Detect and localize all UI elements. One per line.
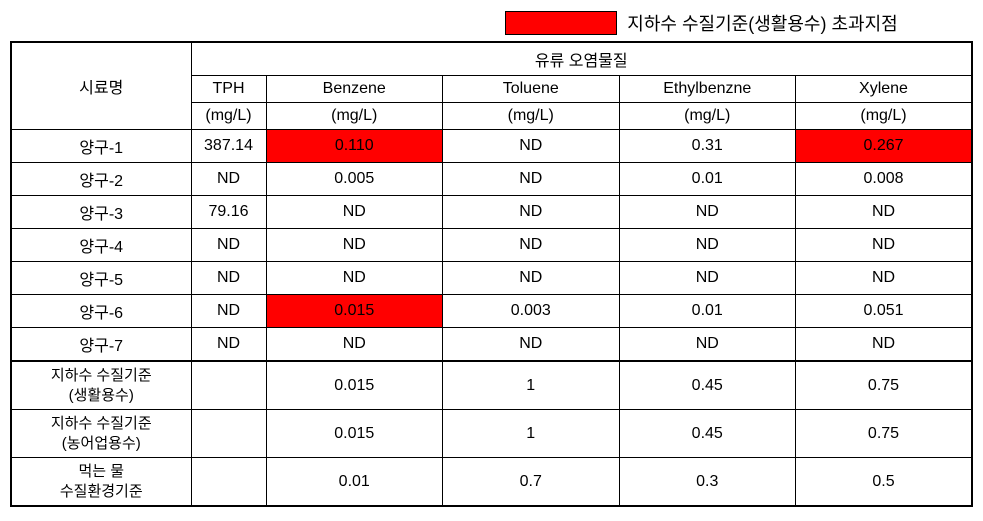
row-label: 양구-4: [11, 229, 191, 262]
table-row: 양구-7NDNDNDNDND: [11, 328, 972, 362]
standard-cell: 0.45: [619, 410, 796, 458]
standard-cell: 0.75: [796, 361, 973, 410]
table-row: 양구-379.16NDNDNDND: [11, 196, 972, 229]
cell-value: 0.110: [266, 130, 443, 163]
standard-row: 지하수 수질기준(생활용수) 0.01510.450.75: [11, 361, 972, 410]
cell-value: ND: [796, 229, 973, 262]
row-label: 양구-6: [11, 295, 191, 328]
cell-value: ND: [796, 262, 973, 295]
cell-value: ND: [443, 229, 620, 262]
standard-cell: 0.45: [619, 361, 796, 410]
cell-value: ND: [796, 328, 973, 362]
cell-value: ND: [443, 163, 620, 196]
row-label: 양구-5: [11, 262, 191, 295]
cell-value: 0.003: [443, 295, 620, 328]
table-row: 양구-2ND0.005ND0.010.008: [11, 163, 972, 196]
standard-label-line2: 수질환경기준: [14, 482, 189, 502]
table-row: 양구-4NDNDNDNDND: [11, 229, 972, 262]
standard-cell: 0.015: [266, 410, 443, 458]
cell-value: ND: [266, 196, 443, 229]
cell-value: ND: [191, 229, 266, 262]
header-col-ethylbenzene-unit: (mg/L): [619, 103, 796, 130]
standard-cell: [191, 361, 266, 410]
cell-value: ND: [266, 229, 443, 262]
cell-value: ND: [619, 229, 796, 262]
header-col-tph-name: TPH: [191, 76, 266, 103]
cell-value: ND: [619, 328, 796, 362]
cell-value: 79.16: [191, 196, 266, 229]
standard-label-line1: 먹는 물: [14, 462, 189, 482]
standard-label-line2: (농어업용수): [14, 434, 189, 454]
standard-cell: 1: [443, 410, 620, 458]
cell-value: 0.267: [796, 130, 973, 163]
standard-cell: 0.5: [796, 458, 973, 507]
cell-value: ND: [796, 196, 973, 229]
header-col-toluene-unit: (mg/L): [443, 103, 620, 130]
standard-cell: 0.01: [266, 458, 443, 507]
cell-value: 0.005: [266, 163, 443, 196]
cell-value: ND: [191, 295, 266, 328]
header-col-xylene-unit: (mg/L): [796, 103, 973, 130]
cell-value: ND: [266, 328, 443, 362]
standard-cell: 1: [443, 361, 620, 410]
header-col-tph-unit: (mg/L): [191, 103, 266, 130]
header-col-ethylbenzene-name: Ethylbenzne: [619, 76, 796, 103]
row-label: 양구-3: [11, 196, 191, 229]
cell-value: 0.01: [619, 295, 796, 328]
standard-label-line1: 지하수 수질기준: [14, 414, 189, 434]
header-col-toluene-name: Toluene: [443, 76, 620, 103]
cell-value: 387.14: [191, 130, 266, 163]
row-label: 양구-2: [11, 163, 191, 196]
standard-cell: 0.015: [266, 361, 443, 410]
cell-value: ND: [191, 163, 266, 196]
row-label: 양구-1: [11, 130, 191, 163]
standard-label-line2: (생활용수): [14, 386, 189, 406]
legend: 지하수 수질기준(생활용수) 초과지점: [430, 10, 973, 36]
cell-value: ND: [191, 328, 266, 362]
standard-row: 지하수 수질기준(농어업용수) 0.01510.450.75: [11, 410, 972, 458]
contaminant-table: 시료명 유류 오염물질 TPH Benzene Toluene Ethylben…: [10, 41, 973, 507]
header-col-xylene-name: Xylene: [796, 76, 973, 103]
table-row: 양구-5NDNDNDNDND: [11, 262, 972, 295]
standard-label-line1: 지하수 수질기준: [14, 366, 189, 386]
cell-value: ND: [443, 328, 620, 362]
cell-value: ND: [443, 262, 620, 295]
header-col-benzene-name: Benzene: [266, 76, 443, 103]
standard-cell: [191, 458, 266, 507]
standard-cell: 0.7: [443, 458, 620, 507]
header-col-benzene-unit: (mg/L): [266, 103, 443, 130]
legend-label: 지하수 수질기준(생활용수) 초과지점: [627, 10, 897, 36]
cell-value: ND: [619, 196, 796, 229]
cell-value: 0.008: [796, 163, 973, 196]
standard-cell: 0.3: [619, 458, 796, 507]
standard-cell: 0.75: [796, 410, 973, 458]
cell-value: ND: [266, 262, 443, 295]
header-group: 유류 오염물질: [191, 42, 972, 76]
standard-label: 먹는 물수질환경기준: [11, 458, 191, 507]
table-row: 양구-6ND0.0150.0030.010.051: [11, 295, 972, 328]
standard-label: 지하수 수질기준(농어업용수): [11, 410, 191, 458]
standard-cell: [191, 410, 266, 458]
cell-value: ND: [619, 262, 796, 295]
cell-value: 0.01: [619, 163, 796, 196]
row-label: 양구-7: [11, 328, 191, 362]
cell-value: ND: [443, 196, 620, 229]
header-sample-name: 시료명: [11, 42, 191, 130]
cell-value: 0.31: [619, 130, 796, 163]
cell-value: ND: [443, 130, 620, 163]
cell-value: 0.051: [796, 295, 973, 328]
table-row: 양구-1387.140.110ND0.310.267: [11, 130, 972, 163]
standard-label: 지하수 수질기준(생활용수): [11, 361, 191, 410]
standard-row: 먹는 물수질환경기준 0.010.70.30.5: [11, 458, 972, 507]
legend-swatch: [505, 11, 617, 35]
cell-value: ND: [191, 262, 266, 295]
cell-value: 0.015: [266, 295, 443, 328]
